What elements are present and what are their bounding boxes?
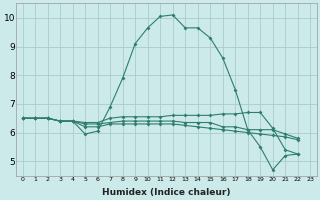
X-axis label: Humidex (Indice chaleur): Humidex (Indice chaleur) bbox=[102, 188, 231, 197]
